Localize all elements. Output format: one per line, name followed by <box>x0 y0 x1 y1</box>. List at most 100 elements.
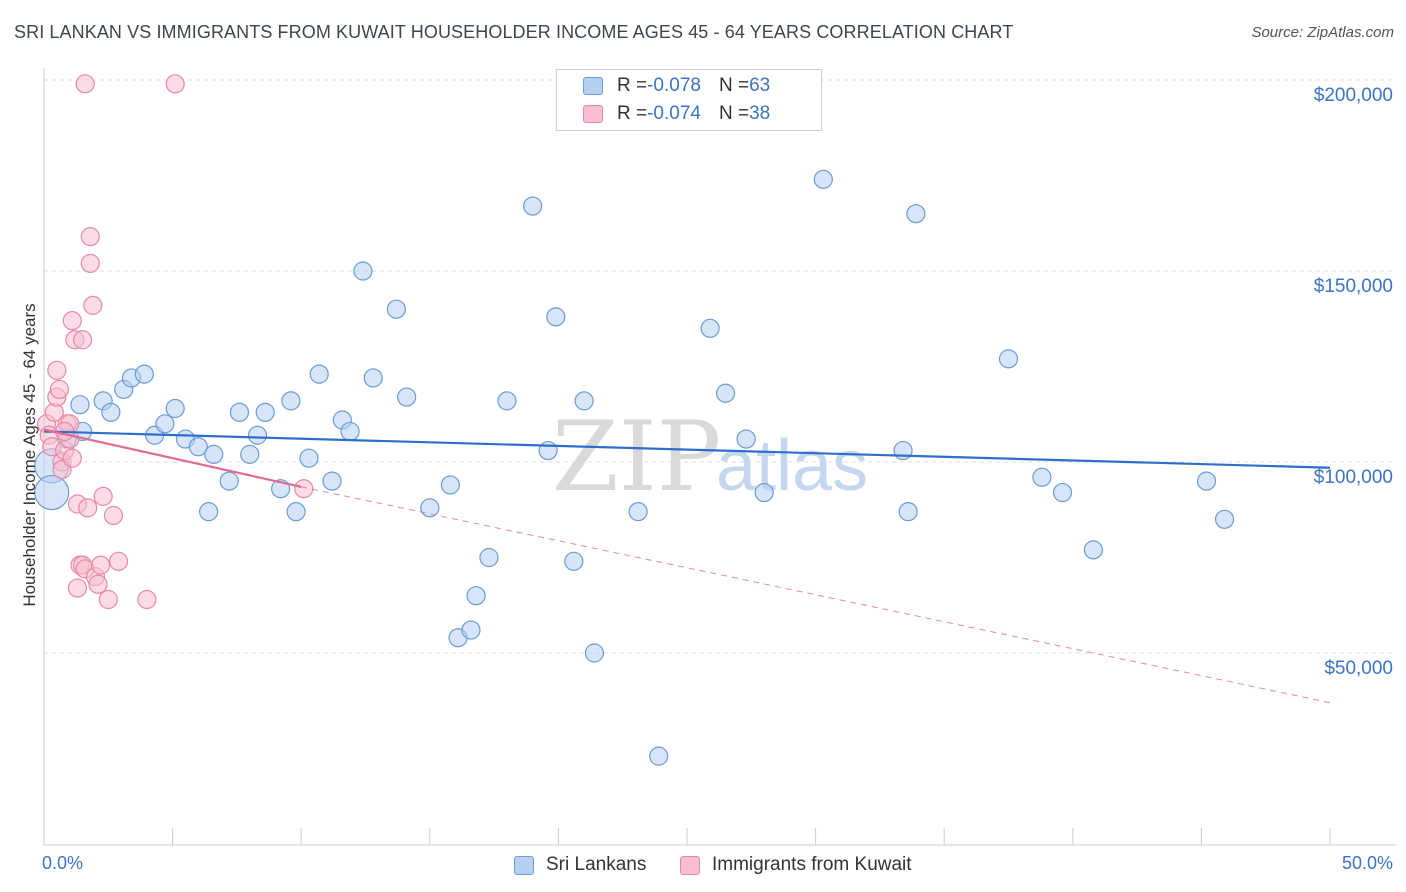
y-tick-label: $50,000 <box>1324 658 1393 679</box>
data-point <box>75 74 95 94</box>
data-point <box>62 311 82 331</box>
data-point <box>461 620 481 640</box>
data-point <box>286 502 306 522</box>
data-point <box>574 391 594 411</box>
y-tick-label: $200,000 <box>1314 85 1393 106</box>
data-point <box>479 547 499 568</box>
bottom-legend-sri-lankans: Sri Lankans <box>514 852 646 878</box>
bottom-legend-label: Sri Lankans <box>546 854 647 875</box>
data-point <box>584 643 605 663</box>
data-point <box>240 444 260 464</box>
data-point <box>103 505 124 526</box>
chart-title: SRI LANKAN VS IMMIGRANTS FROM KUWAIT HOU… <box>14 22 1014 42</box>
watermark: ZIP atlas <box>552 401 868 513</box>
data-point <box>813 169 833 189</box>
y-axis-label: Householder Income Ages 45 - 64 years <box>20 303 39 606</box>
legend-n-label: N = <box>718 103 750 124</box>
data-point <box>98 589 118 610</box>
legend-r-value: -0.074 <box>647 103 701 124</box>
bottom-legend-kuwait: Immigrants from Kuwait <box>680 852 912 878</box>
gridlines <box>44 79 1396 654</box>
data-point <box>564 551 584 571</box>
legend-n-label: N = <box>718 75 750 96</box>
series-immigrants-kuwait <box>36 74 314 610</box>
bottom-legend-swatch-pink <box>680 855 700 875</box>
trend-line-sri-lankans <box>43 430 1331 469</box>
data-point <box>906 204 926 224</box>
trend-line-kuwait <box>43 428 302 488</box>
data-point <box>523 196 543 216</box>
data-point <box>155 414 175 434</box>
data-point <box>90 555 111 575</box>
data-point <box>108 551 129 571</box>
legend-swatch-blue <box>583 77 603 95</box>
data-point <box>546 307 566 327</box>
legend-n-value: 63 <box>749 75 771 96</box>
data-point <box>281 391 301 411</box>
legend-row-sri-lankans: R = -0.078 N = 63 <box>583 73 770 99</box>
correlation-legend: R = -0.078 N = 63 R = -0.074 N = 38 <box>556 69 822 131</box>
data-point <box>700 318 720 338</box>
trend-line-kuwait-extension <box>301 486 1331 704</box>
data-point <box>229 402 250 422</box>
data-point <box>294 479 314 499</box>
data-point <box>93 486 113 506</box>
data-point <box>49 379 70 400</box>
data-point <box>322 471 342 491</box>
data-point <box>538 440 558 461</box>
data-point <box>78 498 98 518</box>
data-point <box>420 498 440 518</box>
y-tick-label: $150,000 <box>1314 276 1393 297</box>
legend-r-value: -0.078 <box>647 75 701 96</box>
data-point <box>898 502 918 522</box>
data-point <box>628 502 648 522</box>
data-point <box>67 578 88 598</box>
data-point <box>165 398 185 419</box>
data-point <box>715 383 736 403</box>
legend-r-label: R = <box>617 75 648 96</box>
data-point <box>353 261 373 281</box>
source-credit: Source: ZipAtlas.com <box>1251 24 1394 41</box>
trend-lines <box>43 428 1331 704</box>
data-point <box>80 253 100 273</box>
x-tick-label: 0.0% <box>42 853 83 873</box>
data-point <box>340 421 360 442</box>
bottom-legend-swatch-blue <box>514 855 534 875</box>
data-point <box>466 586 486 606</box>
data-point <box>80 227 100 247</box>
data-point <box>255 402 275 422</box>
data-point <box>1214 509 1235 529</box>
data-point <box>188 437 208 457</box>
data-point <box>137 589 157 610</box>
legend-n-value: 38 <box>749 103 771 124</box>
data-point <box>47 360 67 380</box>
legend-row-kuwait: R = -0.074 N = 38 <box>583 101 770 127</box>
data-point <box>70 395 90 415</box>
data-point <box>1052 482 1073 503</box>
data-point <box>1032 467 1052 487</box>
data-point <box>219 471 239 491</box>
x-tick-label: 50.0% <box>1342 853 1393 873</box>
data-point <box>88 574 108 594</box>
data-point <box>134 364 154 384</box>
data-point <box>247 425 268 445</box>
data-point <box>386 299 406 319</box>
data-point <box>440 475 460 495</box>
bottom-legend-label: Immigrants from Kuwait <box>712 854 912 875</box>
data-point <box>199 502 219 522</box>
data-point <box>62 448 82 468</box>
data-point <box>736 429 756 449</box>
data-point <box>1196 471 1217 491</box>
data-point <box>497 391 517 411</box>
data-point <box>165 74 185 94</box>
data-point <box>998 349 1019 369</box>
data-point <box>204 444 224 464</box>
legend-swatch-pink <box>583 105 603 123</box>
tick-labels: $50,000 $100,000 $150,000 $200,000 0.0% 50.0% <box>42 85 1393 873</box>
data-point <box>83 295 103 315</box>
data-point <box>1083 540 1103 560</box>
data-point <box>754 482 774 503</box>
data-point <box>397 387 417 407</box>
data-point <box>34 474 70 511</box>
